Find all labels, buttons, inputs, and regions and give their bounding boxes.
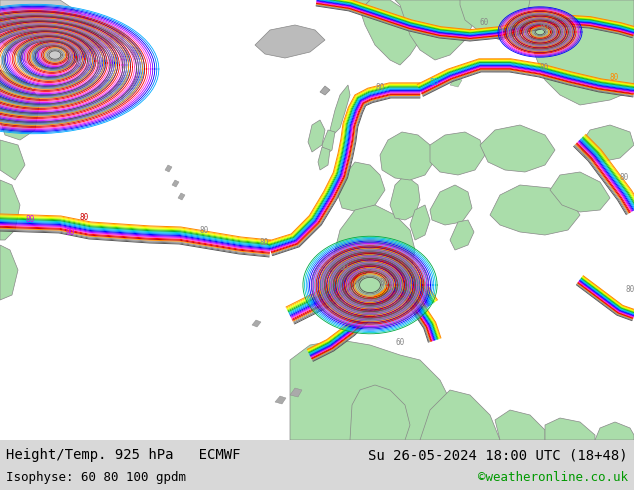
Polygon shape xyxy=(178,193,185,200)
Polygon shape xyxy=(395,0,475,60)
Polygon shape xyxy=(290,388,302,397)
Polygon shape xyxy=(255,25,325,58)
Polygon shape xyxy=(460,0,535,40)
Text: 80: 80 xyxy=(80,213,89,222)
Polygon shape xyxy=(165,165,172,172)
Polygon shape xyxy=(550,172,610,212)
Polygon shape xyxy=(0,70,40,140)
Text: 80: 80 xyxy=(430,78,439,87)
Polygon shape xyxy=(290,340,450,440)
Polygon shape xyxy=(430,185,472,225)
Polygon shape xyxy=(410,205,430,240)
Text: 80: 80 xyxy=(610,73,619,82)
Polygon shape xyxy=(320,86,330,95)
Polygon shape xyxy=(595,422,634,440)
Polygon shape xyxy=(0,245,18,300)
Polygon shape xyxy=(350,385,410,440)
Polygon shape xyxy=(495,410,545,440)
Text: 80: 80 xyxy=(340,263,349,272)
Polygon shape xyxy=(0,0,100,70)
Text: 90: 90 xyxy=(65,228,74,237)
Text: 80: 80 xyxy=(540,23,549,32)
Polygon shape xyxy=(330,205,415,305)
Polygon shape xyxy=(528,0,634,105)
Text: 80: 80 xyxy=(540,63,549,72)
Text: 80: 80 xyxy=(25,215,34,224)
Text: ©weatheronline.co.uk: ©weatheronline.co.uk xyxy=(478,470,628,484)
Polygon shape xyxy=(580,125,634,162)
Polygon shape xyxy=(308,120,325,152)
Text: 60: 60 xyxy=(480,18,489,27)
Text: Isophyse: 60 80 100 gpdm: Isophyse: 60 80 100 gpdm xyxy=(6,470,186,484)
Polygon shape xyxy=(330,85,350,135)
Text: 80: 80 xyxy=(625,285,634,294)
Polygon shape xyxy=(275,396,286,404)
Polygon shape xyxy=(172,180,179,187)
Polygon shape xyxy=(545,418,595,440)
Polygon shape xyxy=(480,125,555,172)
Polygon shape xyxy=(430,132,485,175)
Polygon shape xyxy=(322,130,335,155)
Polygon shape xyxy=(318,147,330,170)
Polygon shape xyxy=(0,140,25,180)
Text: 80: 80 xyxy=(620,173,630,182)
Polygon shape xyxy=(350,0,370,10)
Polygon shape xyxy=(338,162,385,212)
Polygon shape xyxy=(0,180,20,240)
Polygon shape xyxy=(390,175,420,220)
Polygon shape xyxy=(380,132,435,180)
Text: 80: 80 xyxy=(380,278,389,287)
Polygon shape xyxy=(360,0,420,65)
Text: 80: 80 xyxy=(200,226,209,235)
Polygon shape xyxy=(252,320,261,327)
Polygon shape xyxy=(420,390,500,440)
Polygon shape xyxy=(450,220,474,250)
Text: 80: 80 xyxy=(375,83,384,92)
Text: 60: 60 xyxy=(395,338,404,347)
Polygon shape xyxy=(490,185,580,235)
Text: Su 26-05-2024 18:00 UTC (18+48): Su 26-05-2024 18:00 UTC (18+48) xyxy=(368,448,628,462)
Text: 80: 80 xyxy=(260,238,269,247)
Text: Height/Temp. 925 hPa   ECMWF: Height/Temp. 925 hPa ECMWF xyxy=(6,448,240,462)
Polygon shape xyxy=(450,78,462,87)
